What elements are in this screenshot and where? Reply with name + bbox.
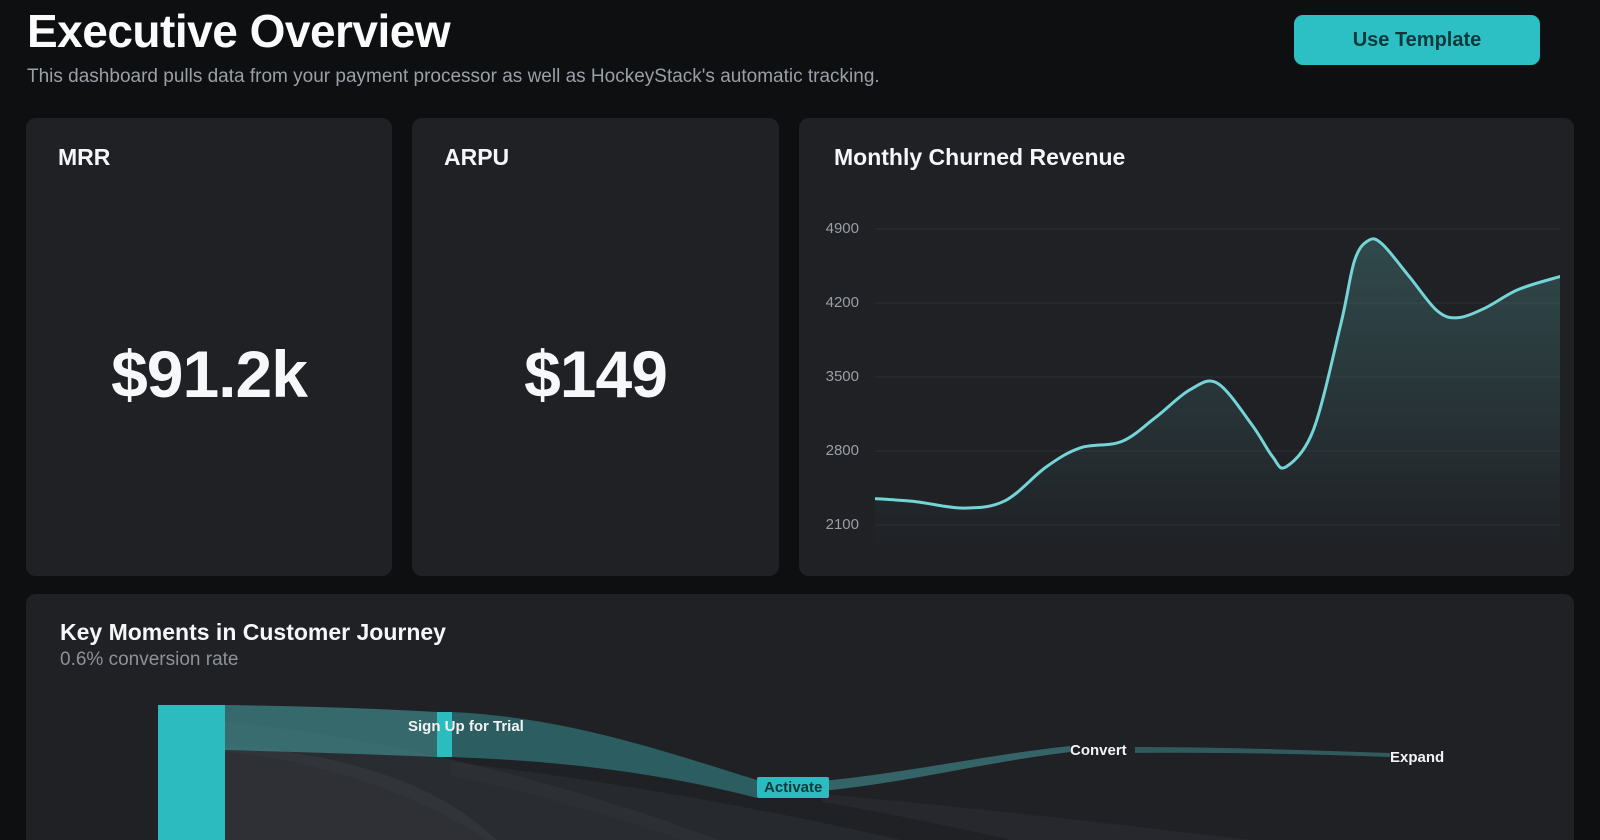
mrr-value: $91.2k [111, 337, 308, 412]
series-line [875, 237, 1560, 510]
mrr-card: MRR $91.2k [26, 118, 392, 576]
churned-revenue-chart: 4900 4200 3500 2800 2100 [799, 214, 1574, 554]
journey-card: Key Moments in Customer Journey 0.6% con… [26, 594, 1574, 840]
churned-revenue-title: Monthly Churned Revenue [834, 144, 1126, 170]
y-tick-label: 4200 [825, 294, 859, 311]
arpu-card: ARPU $149 [412, 118, 779, 576]
page-title-block: Executive Overview This dashboard pulls … [27, 4, 880, 88]
journey-subtitle: 0.6% conversion rate [60, 649, 239, 670]
page-subtitle: This dashboard pulls data from your paym… [27, 66, 880, 87]
use-template-button[interactable]: Use Template [1294, 15, 1540, 65]
area-fill [875, 238, 1560, 549]
sankey-diagram [158, 705, 1390, 840]
sankey-flow-signup-activate [451, 712, 757, 798]
mrr-card-title: MRR [58, 144, 111, 170]
journey-title: Key Moments in Customer Journey [60, 619, 446, 645]
sankey-label-convert: Convert [1070, 742, 1127, 759]
churned-revenue-area-chart [875, 228, 1560, 549]
sankey-flow-activate-convert [822, 746, 1070, 791]
sankey-node-signup [437, 712, 452, 757]
sankey-flow-convert-expand [1135, 747, 1390, 757]
sankey-node-start [158, 705, 225, 840]
page-header: Executive Overview This dashboard pulls … [27, 4, 1540, 88]
page-title: Executive Overview [27, 5, 451, 57]
sankey-flow-dropoff-4 [822, 794, 1251, 840]
y-tick-label: 4900 [825, 220, 859, 237]
sankey-label-expand: Expand [1390, 749, 1445, 766]
y-tick-label: 2100 [825, 516, 859, 533]
y-tick-label: 2800 [825, 442, 859, 459]
journey-sankey: Sign Up for Trial Activate Convert Expan… [26, 594, 1574, 840]
arpu-card-title: ARPU [444, 144, 510, 170]
y-tick-label: 3500 [825, 368, 859, 385]
churned-revenue-card: Monthly Churned Revenue 4900 4200 3500 2800… [799, 118, 1574, 576]
sankey-flow-visit-signup [225, 705, 437, 757]
sankey-flow-dropoff-3 [451, 762, 901, 840]
sankey-label-signup: Sign Up for Trial [408, 718, 524, 735]
arpu-value: $149 [524, 337, 668, 412]
sankey-label-activate: Activate [757, 777, 830, 798]
sankey-flow-dropoff-1 [225, 744, 497, 840]
